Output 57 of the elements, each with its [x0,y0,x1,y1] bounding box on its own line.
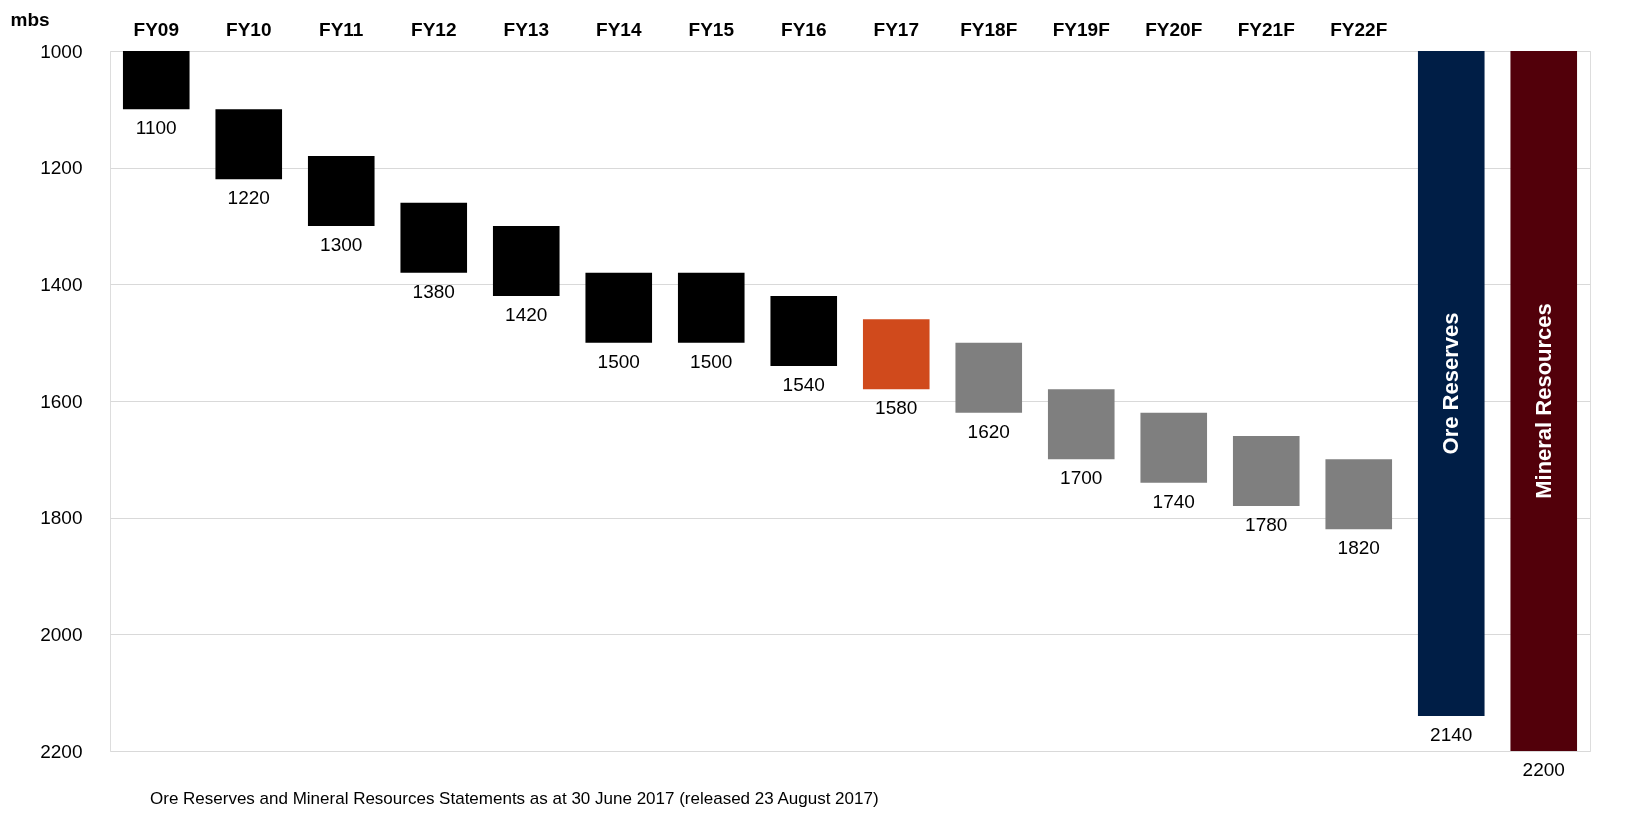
data-label: 2200 [1522,759,1565,780]
data-label: 1100 [135,117,177,139]
data-label: 1500 [597,350,640,372]
y-tick-label: 1200 [40,157,83,179]
x-tick-label: FY16 [781,18,827,40]
bar [1417,51,1485,716]
y-tick-label: 2000 [40,623,83,645]
data-label: 2140 [1430,724,1473,745]
data-label: 1540 [782,374,825,395]
bar [1510,51,1578,751]
x-tick-label: FY10 [226,18,272,40]
x-tick-label: FY15 [688,18,735,40]
data-label: 1380 [412,280,455,302]
data-label: 1700 [1060,467,1103,489]
x-tick-label: FY11 [319,18,364,40]
data-label: 1220 [227,187,270,209]
bar [955,342,1023,413]
y-tick-label: 2200 [40,740,83,762]
y-tick-label: 1600 [40,390,83,412]
x-tick-label: FY17 [873,18,919,40]
y-tick-label: 1800 [40,507,83,529]
data-label: 1620 [967,420,1010,442]
x-tick-label: FY12 [411,18,457,40]
y-tick-label: 1400 [40,273,83,295]
data-label: 1780 [1245,514,1288,535]
bar [1140,412,1208,483]
x-tick-label: FY09 [133,18,179,40]
data-label: 1420 [505,304,548,325]
text: Ore Reserves and Mineral Resources Statements as at 30 June 2017 (released 23 August 2017) [150,789,879,808]
x-tick-label: FY14 [596,18,642,40]
x-tick-label: FY13 [503,18,549,40]
bar [1232,436,1300,506]
bar [862,319,930,390]
bar [770,296,838,366]
x-tick-label: FY22F [1330,18,1388,40]
x-tick-label: Ore Reserves [1438,312,1464,455]
bar [307,156,375,226]
data-label: 1500 [690,350,733,372]
data-label: 1300 [320,234,363,255]
y-tick-label: 1000 [40,40,83,62]
data-label: 1820 [1337,537,1380,559]
x-tick-label: FY21F [1237,18,1295,40]
data-label: 1740 [1152,490,1195,512]
y-axis-title: mbs [10,8,50,30]
bar [1047,389,1115,460]
x-tick-label: Mineral Resources [1530,303,1556,499]
x-tick-label: FY19F [1052,18,1110,40]
bar [215,109,283,180]
bar [400,202,468,273]
bar [585,272,653,343]
data-label: 1580 [875,397,918,419]
x-tick-label: FY18F [960,18,1018,40]
bar [677,272,745,343]
bar [122,51,190,110]
bar [492,226,560,296]
x-tick-label: FY20F [1145,18,1203,40]
bar [1325,459,1393,530]
